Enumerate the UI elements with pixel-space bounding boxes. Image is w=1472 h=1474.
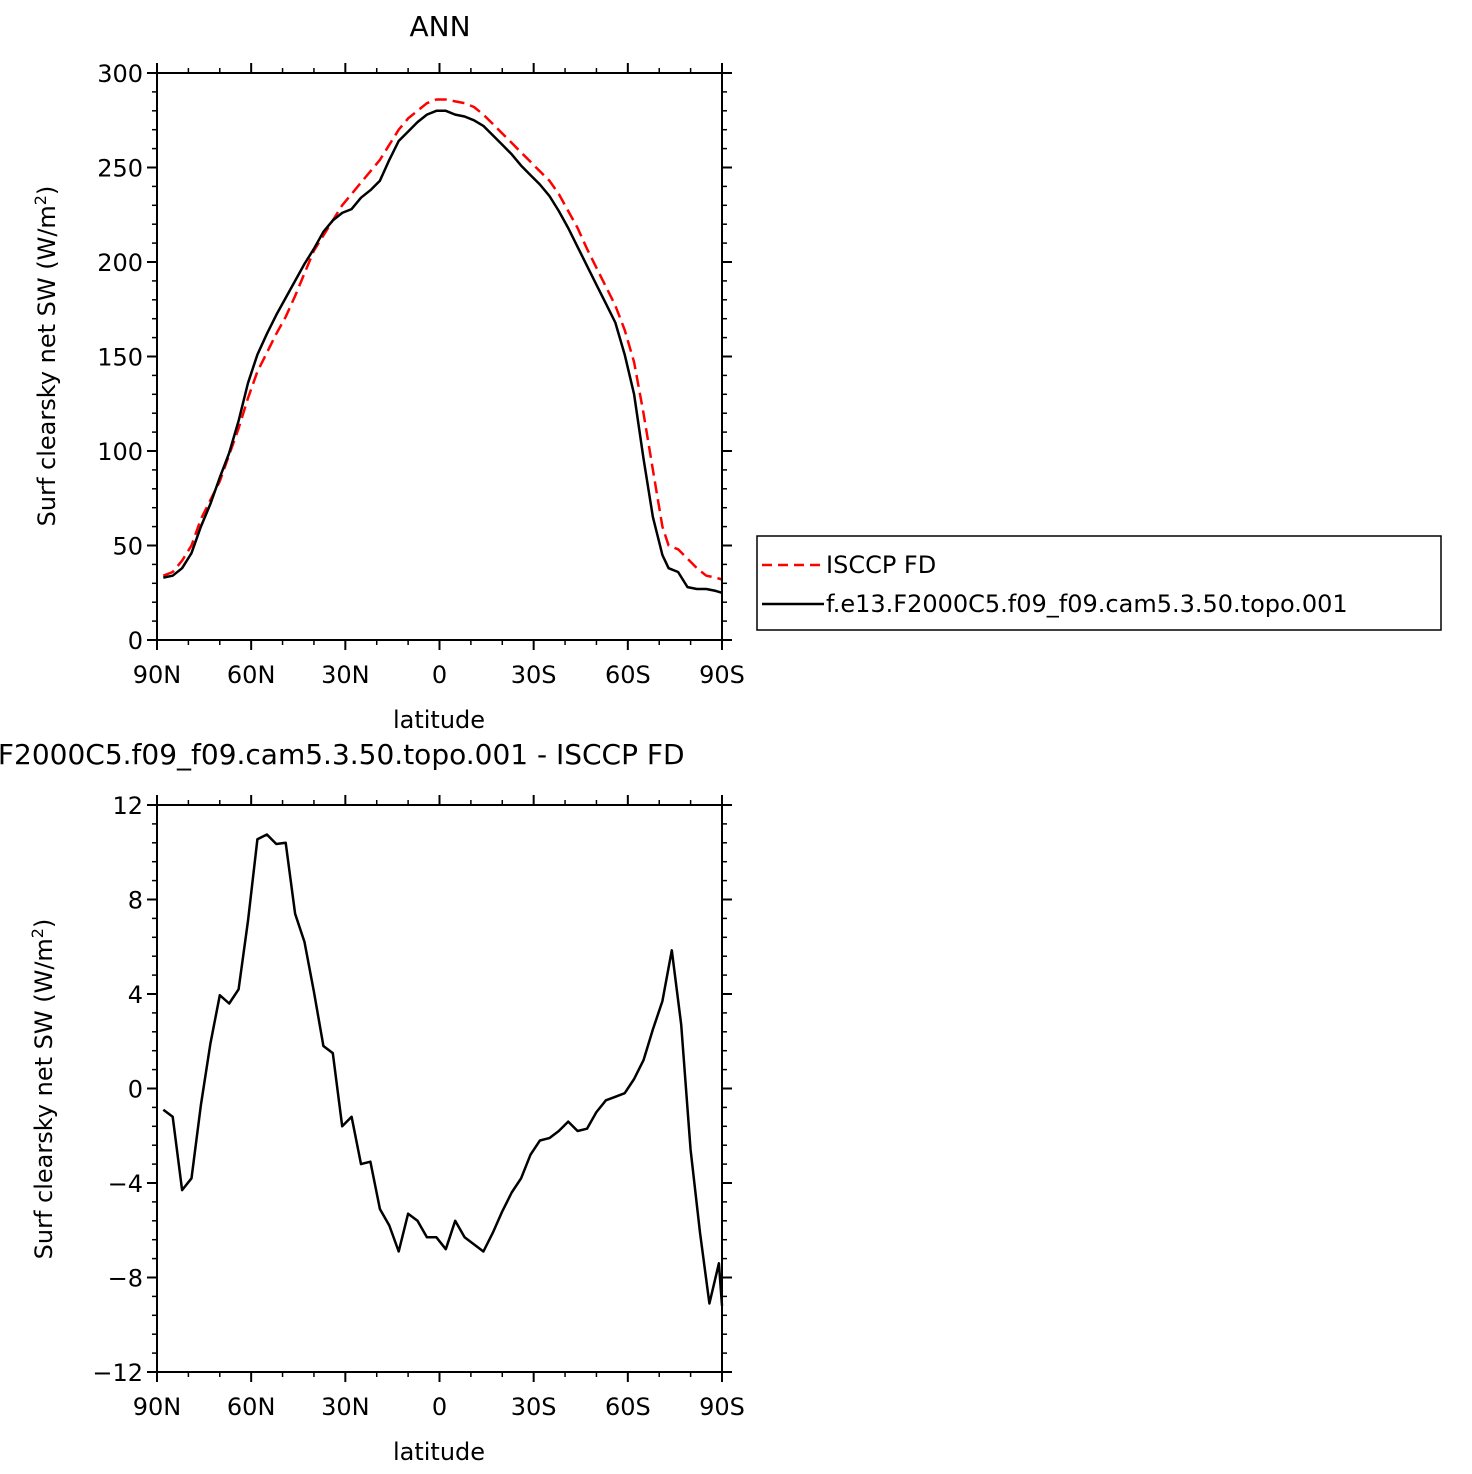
tick-marks (147, 63, 732, 650)
y-axis-label: Surf clearsky net SW (W/m2) (28, 919, 58, 1260)
y-tick-label: 50 (112, 533, 143, 561)
y-tick-label: −4 (108, 1170, 143, 1198)
y-tick-label: 0 (128, 1076, 143, 1104)
x-tick-labels: 90N 60N 30N 0 30S 60S 90S (133, 1393, 745, 1421)
y-axis-label-tail: ) (30, 919, 58, 928)
x-tick-label: 60S (605, 1393, 651, 1421)
x-tick-label: 60N (227, 1393, 276, 1421)
plot-frame (156, 804, 723, 1373)
legend-label-model: f.e13.F2000C5.f09_f09.cam5.3.50.topo.001 (826, 590, 1348, 618)
x-tick-label: 90N (133, 1393, 182, 1421)
x-tick-label: 60N (227, 661, 276, 689)
y-tick-labels: −12 −8 −4 0 4 8 12 (92, 792, 143, 1387)
legend-label-isccp: ISCCP FD (826, 551, 936, 579)
x-tick-label: 60S (605, 661, 651, 689)
x-tick-label: 0 (432, 661, 447, 689)
series-group (162, 833, 724, 1306)
x-axis-label: latitude (393, 706, 485, 734)
y-axis-label-superscript: 2 (28, 928, 47, 938)
y-tick-label: 12 (112, 792, 143, 820)
y-axis-label: Surf clearsky net SW (W/m2) (31, 186, 61, 527)
series-line-difference (162, 833, 724, 1306)
difference-panel: f.e13.F2000C5.f09_f09.cam5.3.50.topo.001… (0, 738, 745, 1466)
x-axis-label: latitude (393, 1438, 485, 1466)
y-tick-label: 0 (128, 627, 143, 655)
panel-title: f.e13.F2000C5.f09_f09.cam5.3.50.topo.001… (0, 738, 685, 771)
x-tick-labels: 90N 60N 30N 0 30S 60S 90S (133, 661, 745, 689)
series-line-isccp (162, 98, 723, 581)
y-tick-label: 250 (97, 155, 143, 183)
legend: ISCCP FD f.e13.F2000C5.f09_f09.cam5.3.50… (756, 535, 1442, 631)
x-tick-label: 0 (432, 1393, 447, 1421)
y-tick-label: −8 (108, 1265, 143, 1293)
series-group (162, 98, 723, 594)
y-tick-label: −12 (92, 1359, 143, 1387)
y-tick-label: 200 (97, 249, 143, 277)
legend-box (756, 535, 1442, 631)
x-tick-label: 30N (321, 1393, 370, 1421)
x-tick-label: 30S (511, 661, 557, 689)
y-axis-label-tail: ) (33, 186, 61, 195)
y-tick-label: 150 (97, 344, 143, 372)
panel-title: ANN (409, 10, 470, 43)
y-tick-label: 300 (97, 60, 143, 88)
y-tick-label: 8 (128, 887, 143, 915)
x-tick-label: 90S (699, 661, 745, 689)
plot-frame (156, 72, 723, 641)
y-tick-label: 100 (97, 438, 143, 466)
y-axis-label-main: Surf clearsky net SW (W/m (33, 205, 61, 526)
x-tick-label: 30S (511, 1393, 557, 1421)
x-tick-label: 90S (699, 1393, 745, 1421)
x-tick-label: 90N (133, 661, 182, 689)
y-axis-label-superscript: 2 (31, 195, 50, 205)
tick-marks (147, 795, 732, 1382)
x-tick-label: 30N (321, 661, 370, 689)
y-axis-label-main: Surf clearsky net SW (W/m (30, 938, 58, 1259)
y-tick-labels: 0 50 100 150 200 250 300 (97, 60, 143, 655)
series-line-model (163, 109, 723, 594)
y-tick-label: 4 (128, 981, 143, 1009)
